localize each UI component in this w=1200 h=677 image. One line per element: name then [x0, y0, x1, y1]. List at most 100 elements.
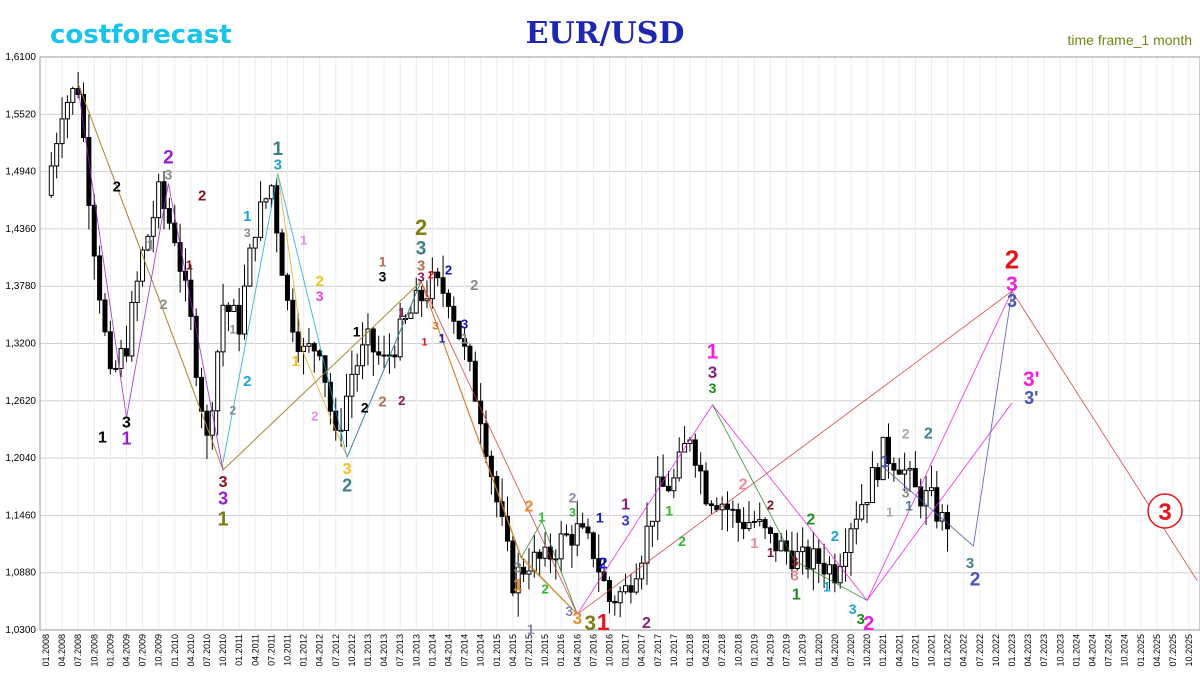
wave-line — [277, 173, 348, 458]
candle-body — [134, 280, 140, 303]
wave-lines — [77, 83, 1198, 615]
wave-label: 1 — [273, 139, 284, 160]
candle-body — [762, 519, 768, 529]
candle-body — [800, 546, 806, 553]
x-tick-label: 07.2008 — [73, 634, 83, 667]
wave-label: 1 — [823, 579, 831, 595]
candle-body — [741, 521, 747, 530]
x-tick-label: 01.2025 — [1136, 634, 1146, 667]
candle-body — [140, 249, 146, 282]
wave-label: 2 — [767, 498, 774, 513]
x-tick-label: 04.2013 — [379, 634, 389, 667]
candle-body — [284, 274, 290, 301]
x-tick-label: 10.2017 — [669, 634, 679, 667]
wave-label: 3 — [1007, 291, 1017, 311]
candle-body — [242, 285, 248, 335]
x-tick-label: 01.2015 — [492, 634, 502, 667]
wave-label: 3 — [966, 555, 974, 572]
wave-label: 1 — [98, 429, 107, 446]
x-tick-label: 04.2023 — [1023, 634, 1033, 667]
x-tick-label: 04.2018 — [701, 634, 711, 667]
candle-body — [880, 436, 886, 481]
candle-body — [81, 93, 87, 139]
candle-body — [730, 508, 736, 511]
wave-label: 1 — [597, 609, 610, 635]
candle-body — [258, 201, 264, 238]
wave-label: 1 — [300, 233, 307, 248]
candle-body — [671, 477, 677, 492]
wave-label: 2 — [198, 187, 206, 204]
y-tick-label: 1,4360 — [5, 224, 36, 235]
wave-label: 1 — [886, 504, 893, 519]
candle-body — [397, 318, 403, 358]
wave-label: 2 — [924, 425, 933, 442]
y-tick-label: 1,6100 — [5, 52, 36, 63]
candle-body — [193, 315, 199, 378]
candle-body — [848, 528, 854, 554]
candle-body — [853, 518, 859, 530]
wave-label: 2 — [970, 570, 981, 591]
candle-body — [247, 247, 253, 287]
wave-label: 2 — [569, 490, 577, 506]
wave-label: 1 — [291, 353, 299, 370]
wave-label: 3 — [791, 568, 799, 585]
wave-label: 3' — [1023, 368, 1040, 391]
candle-body — [725, 503, 731, 510]
x-tick-label: 10.2022 — [991, 634, 1001, 667]
x-tick-label: 07.2015 — [524, 634, 534, 667]
candle-body — [220, 304, 226, 353]
wave-label: 3 — [316, 288, 324, 304]
candle-body — [236, 304, 242, 335]
y-tick-label: 1,4940 — [5, 167, 36, 178]
candle-body — [102, 299, 108, 333]
candle-body — [376, 351, 382, 356]
candle-body — [204, 410, 210, 436]
candle-body — [145, 235, 151, 251]
candle-body — [574, 523, 580, 546]
wave-label: 3 — [569, 505, 576, 519]
wave-label: 3 — [791, 554, 798, 569]
wave-label: 1 — [880, 452, 889, 471]
y-tick-label: 1,0880 — [5, 568, 36, 579]
candle-body — [757, 519, 763, 522]
wave-label: 1 — [596, 509, 604, 525]
candle-body — [97, 255, 103, 301]
candle-body — [75, 88, 81, 95]
candle-body — [767, 527, 773, 534]
candle-body — [735, 509, 741, 523]
candle-body — [928, 487, 934, 492]
x-tick-label: 10.2009 — [154, 634, 164, 667]
x-tick-label: 04.2011 — [250, 634, 260, 666]
wave-label: 3 — [379, 268, 387, 284]
candle-body — [472, 360, 478, 402]
candle-body — [794, 551, 800, 570]
x-tick-label: 07.2018 — [717, 634, 727, 667]
wave-label: 3 — [902, 485, 910, 501]
candle-body — [542, 546, 548, 559]
x-tick-label: 10.2013 — [411, 634, 421, 667]
candle-body — [86, 137, 92, 206]
wave-label: 3 — [274, 157, 282, 174]
candle-body — [70, 88, 76, 103]
x-tick-label: 07.2020 — [846, 634, 856, 667]
wave-label: 2 — [902, 425, 910, 441]
wave-label: 2 — [163, 148, 174, 169]
x-tick-label: 07.2024 — [1104, 634, 1114, 667]
wave-label: 2 — [806, 511, 815, 528]
y-tick-label: 1,5520 — [5, 109, 36, 120]
x-tick-label: 04.2017 — [637, 634, 647, 667]
x-tick-label: 04.2012 — [315, 634, 325, 667]
candle-body — [435, 271, 441, 279]
candle-body — [161, 181, 167, 210]
candle-body — [805, 546, 811, 570]
wave-label: 3 — [565, 603, 573, 619]
candle-body — [231, 304, 237, 312]
chart-title: EUR/USD — [526, 16, 685, 51]
x-tick-label: 07.2016 — [588, 634, 598, 667]
wave-label: 2 — [541, 581, 548, 596]
wave-label: 2 — [398, 393, 405, 408]
candle-body — [107, 331, 113, 370]
